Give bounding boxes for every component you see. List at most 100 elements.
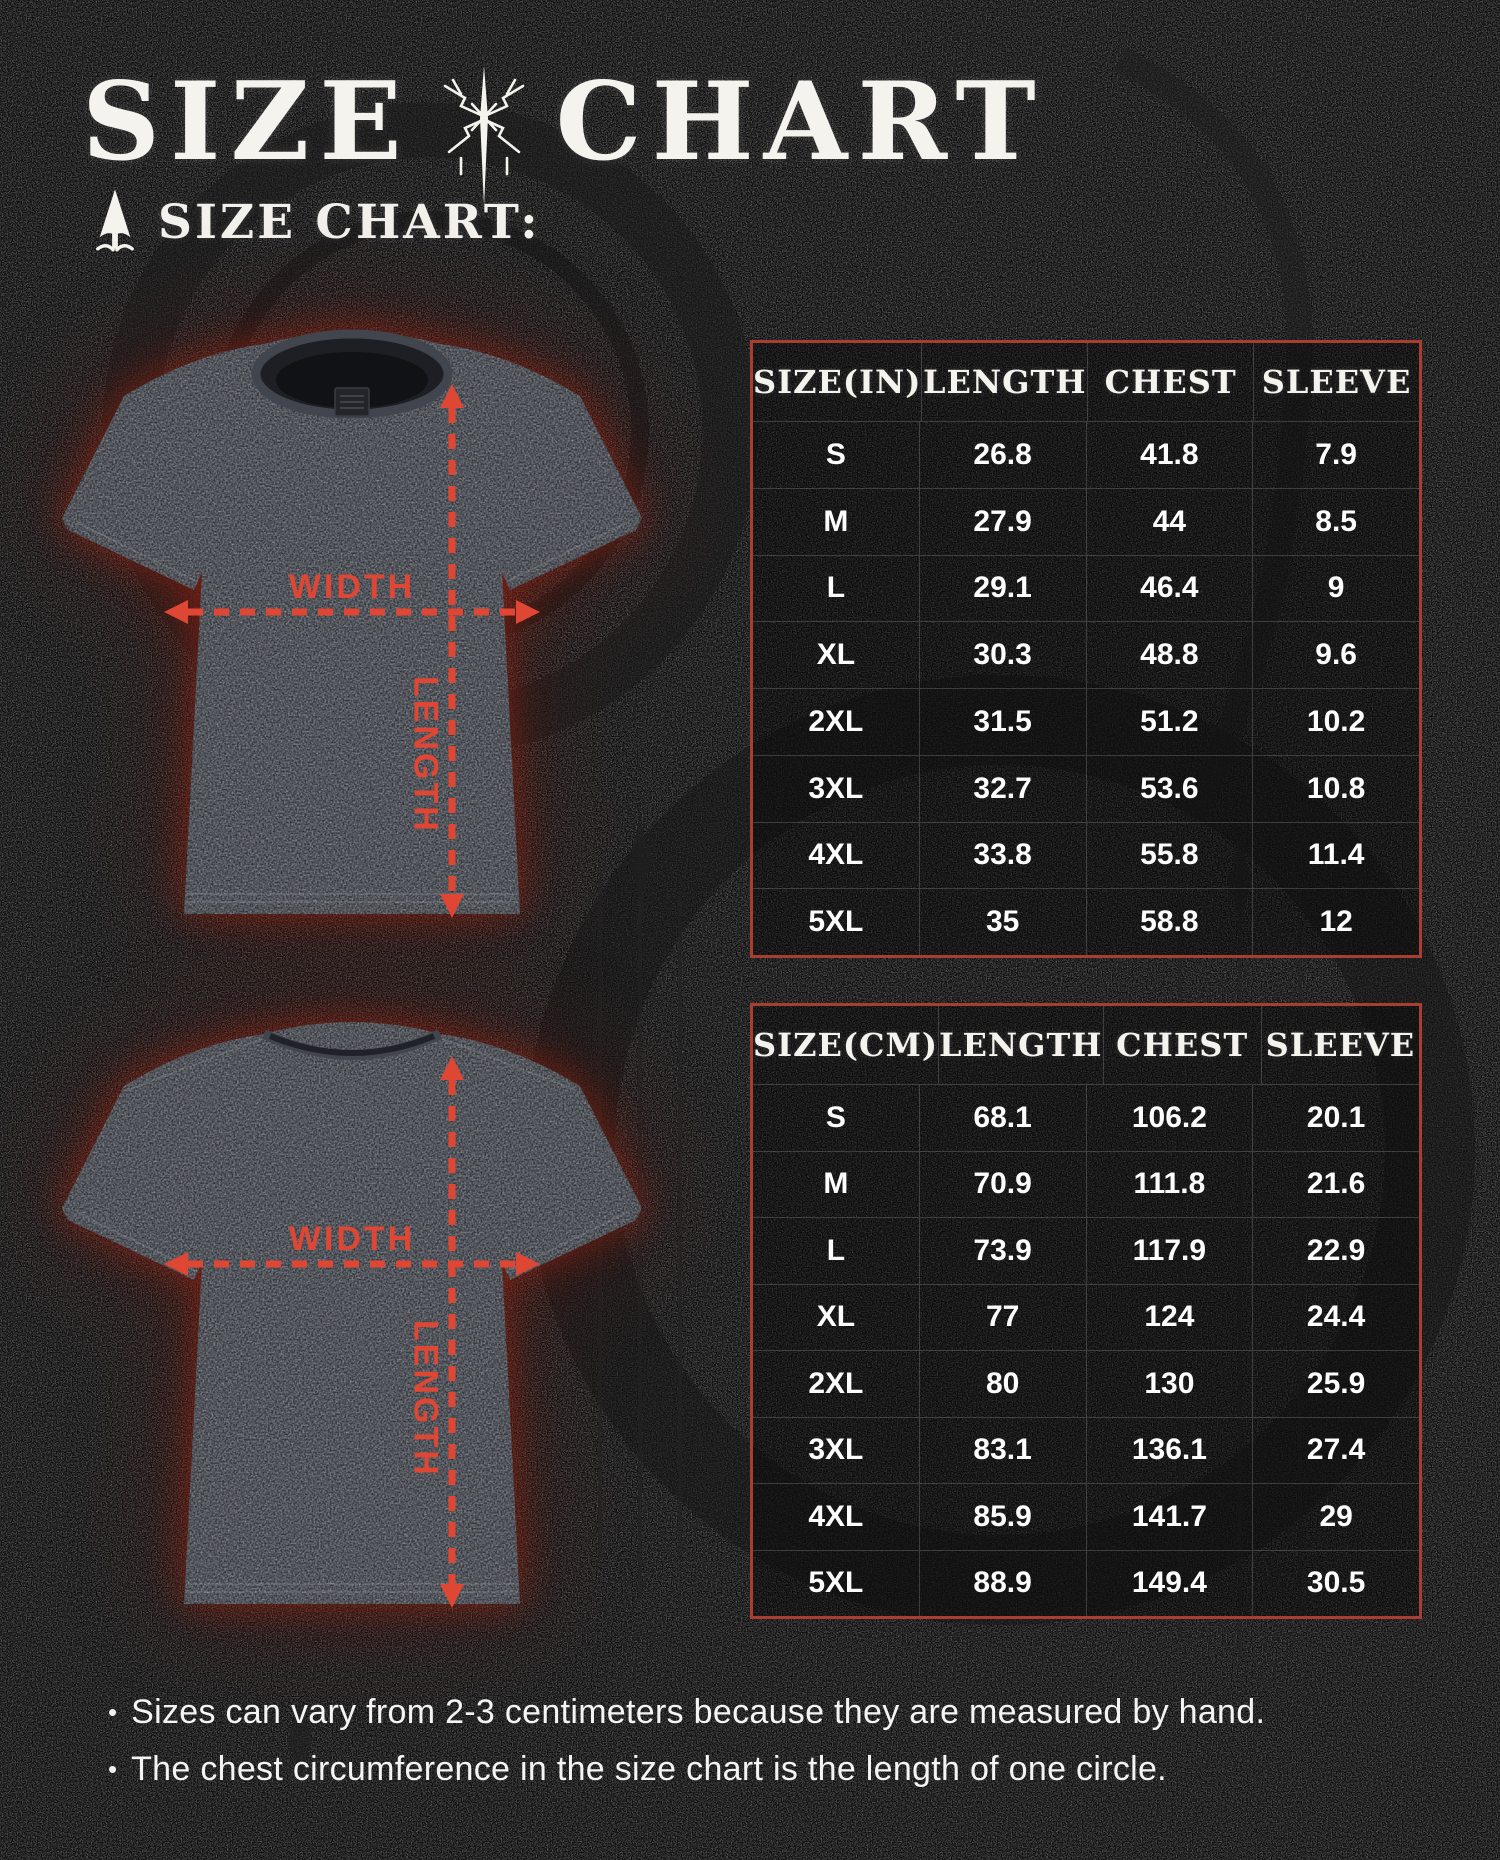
table-row: 4XL 85.9 141.7 29 (753, 1483, 1419, 1550)
measurement-value: 26.8 (918, 422, 1086, 488)
measurement-value: 85.9 (918, 1484, 1086, 1550)
column-header: CHEST (1102, 1006, 1261, 1084)
measurement-value: 117.9 (1085, 1218, 1253, 1284)
measurement-value: 27.9 (918, 488, 1086, 555)
measurement-value: 106.2 (1085, 1085, 1253, 1151)
measurement-value: 31.5 (918, 689, 1086, 755)
measurement-value: 130 (1085, 1351, 1253, 1417)
measurement-value: 29.1 (918, 555, 1086, 622)
measurement-value: 141.7 (1085, 1484, 1253, 1550)
measurement-value: 32.7 (918, 755, 1086, 822)
page-title: SIZE CHART (82, 34, 1046, 210)
measurement-value: 12 (1252, 889, 1419, 955)
column-header: SIZE(IN) (753, 363, 922, 401)
measurement-value: 73.9 (918, 1218, 1086, 1284)
measurement-value: 44 (1085, 488, 1253, 555)
spiky-star-sigil-icon (443, 66, 524, 206)
measurement-value: 77 (918, 1284, 1086, 1350)
column-header: SIZE(CM) (753, 1026, 938, 1064)
table-row: XL 30.3 48.8 9.6 (753, 621, 1419, 688)
measurement-value: 68.1 (918, 1085, 1086, 1151)
length-label: LENGTH (406, 676, 445, 834)
table-row: 2XL 80 130 25.9 (753, 1350, 1419, 1417)
measurement-value: 41.8 (1085, 422, 1253, 488)
measurement-value: 35 (918, 889, 1086, 955)
size-label: L (826, 1233, 846, 1267)
measurement-value: 20.1 (1252, 1085, 1419, 1151)
title-word-chart: CHART (555, 59, 1046, 185)
measurement-value: 11.4 (1252, 822, 1419, 889)
table-row: S 26.8 41.8 7.9 (753, 421, 1419, 488)
measurement-value: 24.4 (1252, 1284, 1419, 1350)
measurement-value: 9.6 (1252, 622, 1419, 688)
size-label: L (826, 571, 846, 605)
column-header: LENGTH (921, 343, 1087, 421)
measurement-value: 27.4 (1252, 1417, 1419, 1483)
table-header-row: SIZE(CM) LENGTH CHEST SLEEVE (753, 1006, 1419, 1084)
measurement-value: 55.8 (1085, 822, 1253, 889)
subtitle: SIZE CHART: (92, 186, 541, 258)
measurement-value: 124 (1085, 1284, 1253, 1350)
size-label: 3XL (808, 771, 864, 805)
tshirt-front-illustration: WIDTH LENGTH (52, 322, 652, 947)
note-text: The chest circumference in the size char… (131, 1750, 1167, 1788)
note-bullet: • (108, 1754, 118, 1784)
spire-arrowhead-icon (96, 189, 134, 252)
size-label: 4XL (808, 1499, 864, 1533)
size-label: M (823, 1167, 849, 1201)
measurement-value: 9 (1252, 555, 1419, 622)
table-row: XL 77 124 24.4 (753, 1283, 1419, 1350)
measurement-value: 30.3 (918, 622, 1086, 688)
note-item: • The chest circumference in the size cha… (108, 1749, 1448, 1789)
measurement-value: 21.6 (1252, 1151, 1419, 1217)
measurement-value: 7.9 (1252, 422, 1419, 488)
width-label: WIDTH (288, 568, 416, 606)
tshirt-back-illustration: WIDTH LENGTH (52, 1012, 652, 1637)
measurement-value: 51.2 (1085, 689, 1253, 755)
measurement-value: 111.8 (1085, 1151, 1253, 1217)
size-label: 5XL (808, 1566, 864, 1600)
measurement-value: 25.9 (1252, 1351, 1419, 1417)
table-row: S 68.1 106.2 20.1 (753, 1084, 1419, 1151)
note-bullet: • (108, 1697, 118, 1727)
column-header: SLEEVE (1260, 1006, 1419, 1084)
column-header: LENGTH (938, 1006, 1103, 1084)
tshirt-back-graphic (62, 1022, 642, 1604)
tshirt-front-graphic (62, 329, 642, 914)
size-label: 5XL (808, 905, 864, 939)
measurement-value: 33.8 (918, 822, 1086, 889)
note-item: • Sizes can vary from 2-3 centimeters bec… (108, 1692, 1448, 1732)
measurement-value: 46.4 (1085, 555, 1253, 622)
size-label: XL (816, 638, 856, 672)
measurement-value: 58.8 (1085, 889, 1253, 955)
size-label: S (825, 437, 846, 471)
measurement-value: 80 (918, 1351, 1086, 1417)
size-label: XL (816, 1300, 856, 1334)
measurement-arrows-front (164, 384, 540, 918)
table-row: M 70.9 111.8 21.6 (753, 1150, 1419, 1217)
table-header-row: SIZE(IN) LENGTH CHEST SLEEVE (753, 343, 1419, 421)
subtitle-label: SIZE CHART: (158, 194, 541, 250)
measurement-value: 8.5 (1252, 488, 1419, 555)
note-text: Sizes can vary from 2-3 centimeters beca… (131, 1693, 1266, 1731)
size-table-inches: SIZE(IN) LENGTH CHEST SLEEVE S 26.8 41.8 7.9 M 27… (750, 340, 1422, 958)
size-label: 2XL (808, 1366, 864, 1400)
size-label: 2XL (808, 704, 864, 738)
measurement-value: 149.4 (1085, 1550, 1253, 1616)
measurement-value: 136.1 (1085, 1417, 1253, 1483)
measurement-value: 10.2 (1252, 689, 1419, 755)
size-label: 3XL (808, 1433, 864, 1467)
table-row: 4XL 33.8 55.8 11.4 (753, 821, 1419, 889)
measurement-value: 29 (1252, 1484, 1419, 1550)
table-row: M 27.9 44 8.5 (753, 487, 1419, 555)
measurement-value: 10.8 (1252, 755, 1419, 822)
measurement-value: 88.9 (918, 1550, 1086, 1616)
notes-list: • Sizes can vary from 2-3 centimeters bec… (108, 1692, 1448, 1806)
measurement-arrows-back (164, 1056, 540, 1608)
measurement-value: 83.1 (918, 1417, 1086, 1483)
size-label: M (823, 504, 849, 538)
table-row: 3XL 32.7 53.6 10.8 (753, 754, 1419, 822)
length-label: LENGTH (406, 1320, 445, 1478)
measurement-value: 22.9 (1252, 1218, 1419, 1284)
